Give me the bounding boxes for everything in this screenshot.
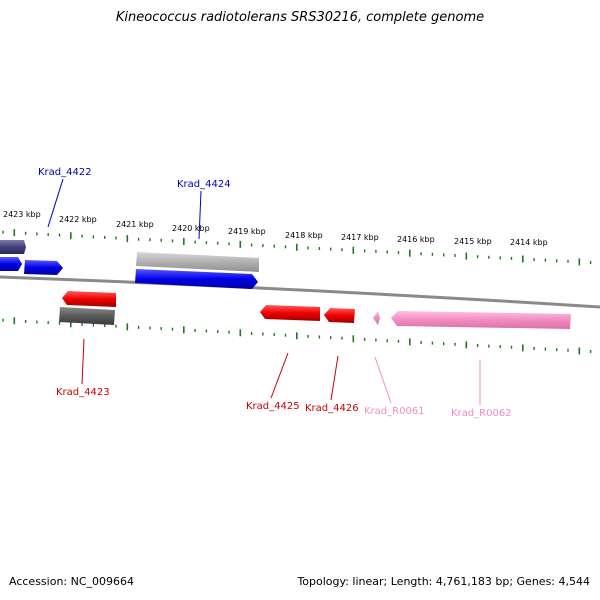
genome-backbone <box>0 275 600 309</box>
gene-label-krad-r0061[interactable]: Krad_R0061 <box>364 406 425 417</box>
gene-callouts <box>47 178 481 405</box>
ruler-label: 2417 kbp <box>341 233 379 242</box>
reverse-strand-features <box>59 291 571 329</box>
ruler-label: 2414 kbp <box>510 238 548 247</box>
map-title: Kineococcus radiotolerans SRS30216, comp… <box>115 10 485 25</box>
ruler-label: 2419 kbp <box>228 227 266 236</box>
gene-arrow[interactable] <box>260 305 320 321</box>
lower-ruler-ticks <box>2 317 592 355</box>
gene-label-krad-4423[interactable]: Krad_4423 <box>56 387 110 398</box>
rna-arrow[interactable] <box>373 311 380 325</box>
gene-arrow[interactable] <box>324 308 355 323</box>
ruler-label: 2415 kbp <box>454 237 492 246</box>
gene-label-krad-4424[interactable]: Krad_4424 <box>177 179 231 190</box>
ruler-label: 2422 kbp <box>59 215 97 224</box>
ruler-label: 2421 kbp <box>116 220 154 229</box>
ruler-label: 2416 kbp <box>397 235 435 244</box>
gene-arrow[interactable] <box>0 257 22 271</box>
gene-arrow-pseudo[interactable] <box>59 307 115 325</box>
gene-label-krad-r0062[interactable]: Krad_R0062 <box>451 408 512 419</box>
accession-text: Accession: NC_009664 <box>9 575 135 588</box>
genome-stats-text: Topology: linear; Length: 4,761,183 bp; … <box>297 575 590 588</box>
ruler-label: 2423 kbp <box>3 210 41 219</box>
gene-labels: Krad_4422 Krad_4424 Krad_4423 Krad_4425 … <box>38 167 512 419</box>
gene-label-krad-4422[interactable]: Krad_4422 <box>38 167 92 178</box>
forward-strand-features <box>0 240 259 289</box>
gene-arrow[interactable] <box>0 240 26 254</box>
gene-arrow-pseudo[interactable] <box>136 252 259 272</box>
gene-label-krad-4426[interactable]: Krad_4426 <box>305 403 359 414</box>
ruler-label: 2418 kbp <box>285 231 323 240</box>
gene-arrow[interactable] <box>62 291 116 307</box>
gene-arrow[interactable] <box>135 269 258 289</box>
gene-arrow[interactable] <box>24 260 63 275</box>
gene-label-krad-4425[interactable]: Krad_4425 <box>246 401 300 412</box>
rna-arrow[interactable] <box>391 311 571 329</box>
upper-ruler-ticks <box>2 229 592 266</box>
ruler-labels: 2423 kbp 2422 kbp 2421 kbp 2420 kbp 2419… <box>3 210 548 247</box>
ruler-label: 2420 kbp <box>172 224 210 233</box>
